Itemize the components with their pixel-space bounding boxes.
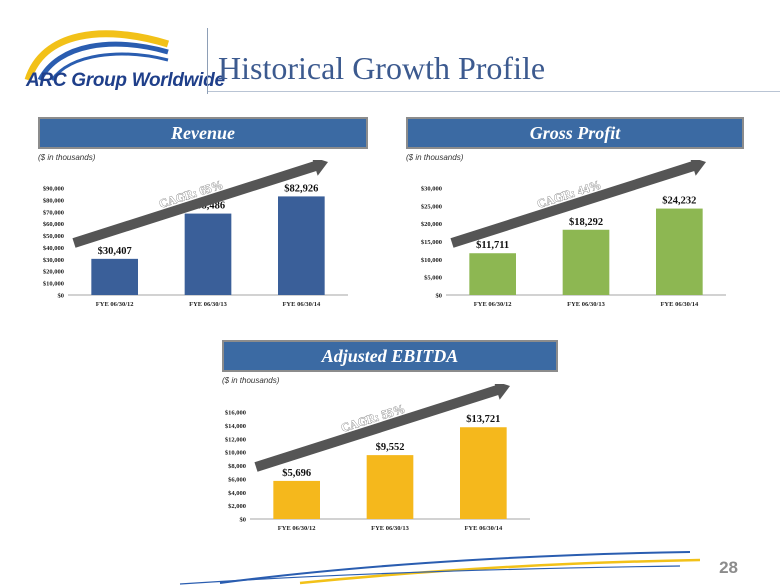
y-tick-label: $60,000 (43, 221, 64, 228)
y-tick-label: $4,000 (228, 490, 246, 497)
gross-profit-units-note: ($ in thousands) (406, 153, 464, 162)
bar-value-label: $18,292 (569, 217, 603, 228)
bar (460, 427, 507, 519)
y-tick-label: $30,000 (421, 186, 442, 193)
y-tick-label: $40,000 (43, 245, 64, 252)
x-tick-label: FYE 06/30/12 (96, 301, 134, 308)
y-tick-label: $0 (436, 293, 443, 300)
bar (273, 480, 320, 519)
y-tick-label: $0 (58, 293, 65, 300)
adjusted-ebitda-chart: $0 $2,000 $4,000 $6,000 $8,000 $10,000 $12,000… (200, 384, 550, 554)
y-tick-label: $0 (240, 517, 247, 524)
revenue-banner: Revenue (38, 117, 368, 149)
bar (278, 196, 325, 295)
bar (184, 213, 232, 295)
ebitda-units-note: ($ in thousands) (222, 376, 280, 385)
revenue-units-note: ($ in thousands) (38, 153, 96, 162)
y-tick-label: $25,000 (421, 203, 442, 210)
title-rule (208, 91, 780, 92)
y-tick-label: $14,000 (225, 423, 246, 430)
bar (91, 258, 138, 295)
footer-swoosh (179, 551, 701, 585)
chart-svg: $0 $5,000 $10,000 $15,000 $20,000 $25,000 $30,… (421, 160, 726, 308)
y-tick-label: $30,000 (43, 257, 64, 264)
gross-profit-chart: $0 $5,000 $10,000 $15,000 $20,000 $25,000 $30,… (396, 160, 746, 330)
y-tick-label: $70,000 (43, 209, 64, 216)
bar-value-label: $24,232 (662, 196, 696, 207)
y-tick-label: $20,000 (43, 269, 64, 276)
cagr-arrow-shaft (450, 161, 696, 248)
y-tick-label: $12,000 (225, 436, 246, 443)
x-tick-label: FYE 06/30/12 (278, 525, 316, 532)
cagr-arrow-head (311, 160, 328, 176)
y-tick-label: $10,000 (225, 450, 246, 457)
bar-value-label: $68,486 (191, 201, 225, 212)
x-tick-label: FYE 06/30/13 (567, 301, 605, 308)
x-tick-label: FYE 06/30/13 (371, 525, 409, 532)
page-title: Historical Growth Profile (218, 50, 546, 86)
adjusted-ebitda-banner: Adjusted EBITDA (222, 340, 558, 372)
page-number: 28 (719, 558, 738, 577)
bar-value-label: $13,721 (466, 414, 500, 425)
bar (366, 455, 414, 519)
chart-svg: $0 $2,000 $4,000 $6,000 $8,000 $10,000 $12,000… (225, 384, 530, 532)
bar-value-label: $11,711 (476, 240, 509, 251)
y-tick-label: $2,000 (228, 503, 246, 510)
chart-svg: $0 $10,000 $20,000 $30,000 $40,000 $50,000 $60… (43, 160, 348, 308)
y-tick-label: $80,000 (43, 197, 64, 204)
y-tick-label: $50,000 (43, 233, 64, 240)
y-tick-label: $90,000 (43, 186, 64, 193)
y-tick-label: $16,000 (225, 410, 246, 417)
x-tick-label: FYE 06/30/14 (464, 525, 502, 532)
title-divider (207, 28, 208, 94)
bar-value-label: $30,407 (98, 246, 132, 257)
bar (469, 253, 516, 295)
bar-value-label: $5,696 (282, 468, 311, 479)
x-tick-label: FYE 06/30/14 (660, 301, 698, 308)
cagr-arrow-head (493, 384, 510, 400)
cagr-arrow-shaft (254, 385, 500, 472)
y-tick-label: $10,000 (43, 281, 64, 288)
company-logo-text: ARC Group Worldwide (26, 70, 225, 91)
arc-logo-swoosh (24, 30, 170, 82)
gross-profit-banner: Gross Profit (406, 117, 744, 149)
bar-value-label: $82,926 (284, 183, 318, 194)
bar (562, 229, 610, 295)
y-tick-label: $15,000 (421, 239, 442, 246)
y-tick-label: $8,000 (228, 463, 246, 470)
x-tick-label: FYE 06/30/13 (189, 301, 227, 308)
x-tick-label: FYE 06/30/14 (282, 301, 320, 308)
bar (656, 208, 703, 295)
y-tick-label: $6,000 (228, 476, 246, 483)
revenue-chart: $0 $10,000 $20,000 $30,000 $40,000 $50,000 $60… (18, 160, 368, 330)
cagr-arrow-shaft (72, 161, 318, 248)
y-tick-label: $10,000 (421, 257, 442, 264)
cagr-arrow-head (689, 160, 706, 176)
x-tick-label: FYE 06/30/12 (474, 301, 512, 308)
y-tick-label: $20,000 (421, 221, 442, 228)
y-tick-label: $5,000 (424, 275, 442, 282)
bar-value-label: $9,552 (376, 442, 405, 453)
